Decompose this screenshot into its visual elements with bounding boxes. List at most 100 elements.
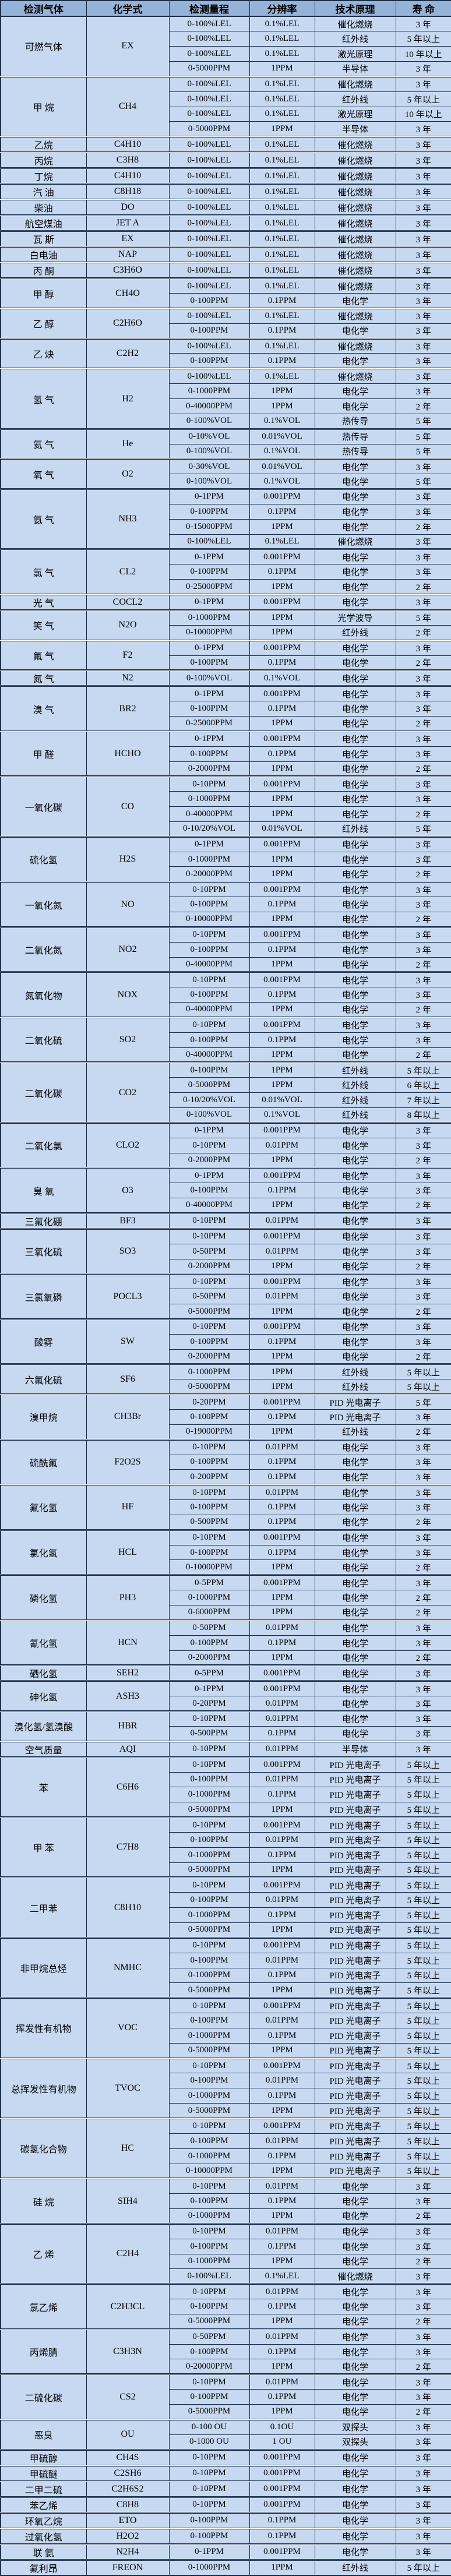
gas-name-cell: 苯乙烯 [0, 2496, 87, 2513]
resolution-cell: 0.1%LEL [249, 337, 315, 354]
principle-cell: 催化燃烧 [314, 277, 396, 294]
principle-cell: 电化学 [314, 2193, 396, 2210]
range-cell: 0-1000PPM [168, 2559, 250, 2576]
formula-cell: HC [86, 2117, 170, 2179]
table-row: 三氧化硫 SO3 0-10PPM 0.001PPM 电化学 3 年 [0, 1227, 451, 1275]
principle-cell: 电化学 [314, 2208, 396, 2224]
gas-group: 氯乙烯 C2H3CL 0-10PPM 0.01PPM 电化学 3 年 0-100PPM 0.1… [0, 2283, 451, 2330]
table-row: 0-100PPM 0.01PPM PID 光电离子 5 年以上 [1, 1892, 451, 1908]
formula-cell: HBR [86, 1710, 170, 1742]
table-row: 0-40000PPM 1PPM 电化学 2 年 [1, 398, 451, 414]
table-row: 氯 气 CL2 0-1PPM 0.001PPM 电化学 3 年 [0, 548, 451, 595]
resolution-cell: 0.01PPM [249, 1137, 315, 1153]
gas-group: 臭 氧 O3 0-1PPM 0.001PPM 电化学 3 年 0-100PPM 0.1PPM 电… [0, 1167, 451, 1213]
range-cell: 0-100%LEL [168, 307, 250, 324]
range-cell: 0-100 OU [168, 2418, 250, 2435]
lifespan-cell: 3 年 [395, 548, 451, 565]
table-row: 联 氨 N2H4 0-1PPM 0.001PPM 电化学 3 年 [0, 2543, 451, 2560]
gas-name-cell: 氮 气 [0, 669, 87, 687]
range-cell: 0-50PPM [168, 1289, 250, 1305]
gas-group: 氦 气 He 0-10%VOL 0.01%VOL 热传导 5 年 0-100%VOL 0.1%… [0, 428, 451, 460]
principle-cell: 电化学 [314, 2448, 396, 2466]
lifespan-cell: 3 年 [395, 167, 451, 185]
gas-name-cell: 甲 苯 [0, 1816, 87, 1878]
gas-name-cell: 氢 气 [0, 368, 87, 429]
lifespan-cell: 3 年 [395, 1121, 451, 1138]
range-cell: 0-100PPM [168, 2133, 250, 2149]
gas-name-cell: 光 气 [0, 593, 87, 611]
range-cell: 0-100%LEL [168, 214, 250, 232]
resolution-cell: 0.001PPM [249, 775, 315, 792]
table-row: 甲硫醚 C2SH6 0-10PPM 0.001PPM 电化学 3 年 [0, 2464, 451, 2482]
table-row: 0-100PPM 0.01PPM PID 光电离子 5 年以上 [1, 2073, 451, 2089]
resolution-cell: 0.1%LEL [249, 91, 315, 107]
formula-cell: CLO2 [86, 1121, 170, 1169]
gas-group: 甲 醛 HCHO 0-1PPM 0.001PPM 电化学 3 年 0-100PPM 0.1PP… [0, 730, 451, 777]
table-row: 0-100PPM 0.01PPM PID 光电离子 5 年以上 [1, 1772, 451, 1788]
lifespan-cell: 3 年 [395, 199, 451, 216]
resolution-cell: 0.1%LEL [249, 307, 315, 324]
range-cell: 0-10PPM [168, 2496, 250, 2513]
range-cell: 0-100%LEL [168, 277, 250, 294]
principle-cell: 电化学 [314, 548, 396, 565]
table-row: 0-1000PPM 1PPM 电化学 2 年 [1, 1590, 451, 1605]
principle-cell: 电化学 [314, 1198, 396, 1213]
table-row: 溴化氢/氢溴酸 HBR 0-10PPM 0.01PPM 电化学 3 年 [0, 1710, 451, 1742]
resolution-cell: 0.1%LEL [249, 277, 315, 294]
table-row: 0-5000PPM 1PPM 电化学 2 年 [1, 2313, 451, 2330]
principle-cell: PID 光电离子 [314, 1952, 396, 1968]
range-cell: 0-2000PPM [168, 1258, 250, 1275]
resolution-cell: 1PPM [249, 1379, 315, 1395]
resolution-cell: 0.001PPM [249, 2496, 315, 2513]
lifespan-cell: 2 年 [395, 1514, 451, 1530]
gas-name-cell: 酸雾 [0, 1318, 87, 1365]
gas-name-cell: 溴甲烷 [0, 1393, 87, 1440]
principle-cell: 电化学 [314, 2464, 396, 2482]
range-cell: 0-100PPM [168, 1832, 250, 1848]
gas-name-cell: 氟利昂 [0, 2559, 87, 2576]
principle-cell: 催化燃烧 [314, 246, 396, 263]
range-cell: 0-100%VOL [168, 669, 250, 687]
resolution-cell: 0.1PPM [249, 1333, 315, 1350]
resolution-cell: 0.1PPM [249, 2088, 315, 2104]
table-row: 0-100PPM 0.1PPM 电化学 3 年 [1, 353, 451, 369]
lifespan-cell: 2 年 [395, 1424, 451, 1440]
range-cell: 0-5000PPM [168, 1802, 250, 1818]
gas-name-cell: 硫酰氟 [0, 1438, 87, 1485]
range-cell: 0-1000PPM [168, 2027, 250, 2044]
range-cell: 0-25000PPM [168, 579, 250, 595]
lifespan-cell: 3 年 [395, 136, 451, 153]
formula-cell: CL2 [86, 548, 170, 595]
principle-cell: 催化燃烧 [314, 151, 396, 169]
lifespan-cell: 3 年 [395, 383, 451, 399]
range-cell: 0-2000PPM [168, 761, 250, 777]
resolution-cell: 1PPM [249, 1002, 315, 1018]
range-cell: 0-100%LEL [168, 151, 250, 169]
resolution-cell: 0.001PPM [249, 685, 315, 702]
resolution-cell: 0.001PPM [249, 971, 315, 988]
resolution-cell: 0.1PPM [249, 1787, 315, 1803]
resolution-cell: 0.001PPM [249, 1664, 315, 1682]
principle-cell: 电化学 [314, 1604, 396, 1621]
table-row: 0-5000PPM 1PPM PID 光电离子 5 年以上 [1, 1922, 451, 1938]
lifespan-cell: 3 年 [395, 1664, 451, 1682]
principle-cell: 催化燃烧 [314, 183, 396, 200]
range-cell: 0-25000PPM [168, 716, 250, 732]
resolution-cell: 0.1PPM [249, 2238, 315, 2254]
resolution-cell: 0.1%LEL [249, 106, 315, 122]
principle-cell: 电化学 [314, 2543, 396, 2560]
lifespan-cell: 5 年以上 [395, 2013, 451, 2028]
lifespan-cell: 3 年 [395, 1183, 451, 1199]
table-row: 丙 酮 C3H6O 0-100%LEL 0.1%LEL 催化燃烧 3 年 [0, 262, 451, 279]
resolution-cell: 0.1PPM [249, 323, 315, 339]
table-row: 氨 气 NH3 0-1PPM 0.001PPM 电化学 3 年 [0, 488, 451, 550]
lifespan-cell: 5 年以上 [395, 1772, 451, 1788]
resolution-cell: 0.1PPM [249, 2299, 315, 2314]
resolution-cell: 1PPM [249, 61, 315, 77]
principle-cell: 红外线 [314, 2559, 396, 2576]
lifespan-cell: 2 年 [395, 1604, 451, 1621]
table-row: 0-10000PPM 1PPM 电化学 2 年 [1, 1559, 451, 1576]
resolution-cell: 0.001PPM [249, 1393, 315, 1410]
resolution-cell: 0.1PPM [249, 897, 315, 912]
lifespan-cell: 2 年 [395, 1304, 451, 1319]
